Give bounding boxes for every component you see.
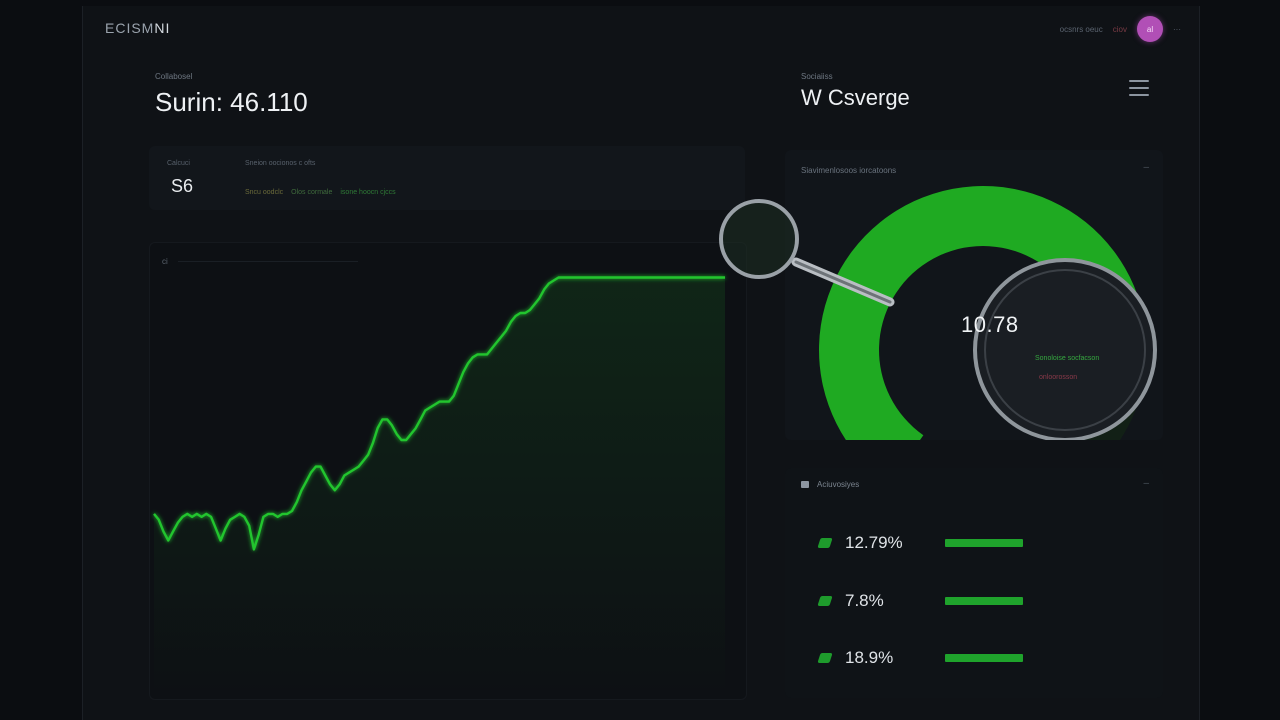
chart-divider [178,261,358,268]
tag-icon [817,596,833,606]
chart-tag: ci [162,257,168,266]
row-value: 18.9% [845,648,894,667]
stat-description: Sneion oocionos c ofts [245,160,316,167]
avatar-initials: al [1146,24,1154,34]
stat-value: S6 [171,176,194,196]
gauge-menu-icon[interactable]: – [1143,162,1149,173]
tag-icon [817,653,833,663]
gauge-fill-arc [819,186,1146,440]
list-item[interactable]: 18.9% [817,646,1023,670]
chart-area-fill [154,277,725,699]
gauge-card: Siavimenlosoos iorcatoons – Sonoloise so… [785,150,1163,440]
hamburger-menu-icon[interactable] [1129,80,1149,96]
coverage-header: Sociaiiss W Csverge [801,72,910,111]
list-item[interactable]: 7.8% [817,589,1023,613]
page-header: Collabosel Surin: 46.110 [155,72,308,118]
trend-chart-card: ci [149,242,747,700]
summary-stat-card: Calcuci S6 Sneion oocionos c ofts Sncu o… [149,146,745,210]
page-title: Surin: 46.110 [155,87,308,117]
gauge-title: Siavimenlosoos iorcatoons [801,166,897,175]
row-bar-fill [945,654,1023,662]
top-link-alerts[interactable]: ciov [1112,24,1127,34]
magnifier-lens-icon [973,258,1157,440]
page-caption: Collabosel [155,72,193,81]
top-bar: ECISMNI ocsnrs oeuc ciov al ··· [83,6,1199,52]
brand-dim: ECISM [105,20,155,36]
row-bar-fill [945,597,1023,605]
top-right-controls: ocsnrs oeuc ciov al ··· [1060,16,1181,42]
stat-legend: Sncu oodclc Olos cormale isone hoocn cjc… [245,189,396,196]
more-icon[interactable]: ··· [1173,24,1181,34]
list-item[interactable]: 12.79% [817,531,1023,555]
breakdown-card: Aciuvosiyes – 12.79% 7.8% 18.9% [785,468,1163,698]
app-frame: ECISMNI ocsnrs oeuc ciov al ··· Collabos… [82,6,1200,720]
stat-legend-item: Olos cormale [291,189,333,196]
stat-legend-item: isone hoocn cjccs [340,189,396,196]
coverage-title: W Csverge [801,85,910,110]
row-bar [945,539,1023,547]
gauge-value: 10.78 [961,312,1019,337]
row-value: 7.8% [845,591,884,610]
top-link-account[interactable]: ocsnrs oeuc [1059,24,1103,34]
gauge-line-1: Sonoloise socfacson [1035,355,1099,362]
breakdown-title: Aciuvosiyes [817,480,860,489]
coverage-caption: Sociaiiss [801,72,833,81]
breakdown-icon [801,481,809,488]
stat-legend-item: Sncu oodclc [245,189,284,196]
row-bar [945,597,1023,605]
gauge-chart: Sonoloise socfacson onloorosson [819,186,1157,440]
tag-icon [817,538,833,548]
brand-logo[interactable]: ECISMNI [105,20,170,36]
breakdown-header: Aciuvosiyes [801,480,859,489]
chart-series-line [153,276,725,551]
trend-chart [153,276,725,699]
brand-bright: NI [154,20,171,36]
gauge-line-2: onloorosson [1039,374,1077,381]
breakdown-menu-icon[interactable]: – [1143,478,1149,489]
row-bar [945,654,1023,662]
row-bar-fill [945,539,1023,547]
avatar[interactable]: al [1137,16,1163,42]
magnifier-rim [984,269,1146,431]
row-value: 12.79% [845,533,903,552]
stat-label: Calcuci [167,160,190,167]
